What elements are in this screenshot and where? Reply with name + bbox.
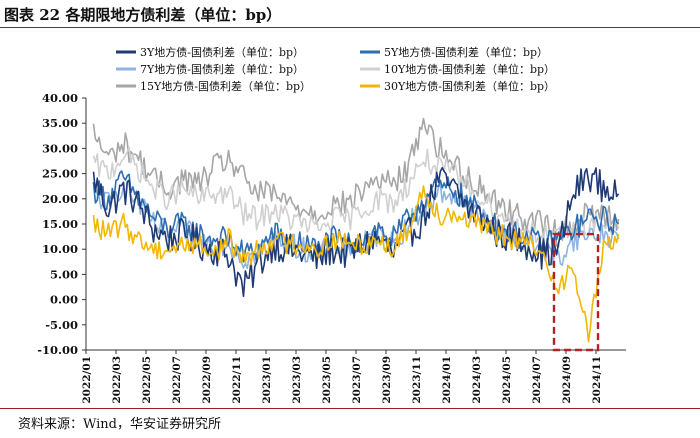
chart-title: 图表 22 各期限地方债利差（单位：bp） <box>4 6 282 24</box>
x-tick-label: 2023/01 <box>261 356 273 404</box>
legend-label: 10Y地方债-国债利差（单位：bp） <box>384 62 555 76</box>
x-tick-label: 2022/11 <box>231 356 243 404</box>
legend-label: 5Y地方债-国债利差（单位：bp） <box>384 45 548 59</box>
series-line <box>92 185 620 343</box>
y-tick-label: 25.00 <box>42 167 78 181</box>
source-note: 资料来源：Wind，华安证券研究所 <box>18 417 221 432</box>
y-tick-label: -5.00 <box>45 318 78 332</box>
x-tick-label: 2024/09 <box>561 356 573 404</box>
y-tick-label: 20.00 <box>42 192 78 206</box>
x-tick-label: 2024/05 <box>501 356 513 404</box>
x-tick-label: 2022/03 <box>111 356 123 404</box>
y-tick-label: 40.00 <box>42 91 78 105</box>
x-tick-label: 2024/03 <box>471 356 483 404</box>
series-line <box>92 117 620 248</box>
y-tick-label: 15.00 <box>42 217 78 231</box>
x-tick-label: 2022/07 <box>171 356 183 404</box>
highlight-box <box>552 232 600 352</box>
x-tick-label: 2023/05 <box>321 356 333 404</box>
y-tick-label: 10.00 <box>42 242 78 256</box>
series-line <box>92 166 620 298</box>
x-tick-label: 2024/11 <box>591 356 603 404</box>
x-tick-label: 2023/11 <box>411 356 423 404</box>
legend-label: 3Y地方债-国债利差（单位：bp） <box>140 45 304 59</box>
series-line <box>92 170 620 263</box>
x-tick-label: 2024/01 <box>441 356 453 404</box>
x-tick-label: 2024/07 <box>531 356 543 404</box>
y-tick-label: 35.00 <box>42 116 78 130</box>
legend-label: 7Y地方债-国债利差（单位：bp） <box>140 62 304 76</box>
line-chart: 40.00 35.00 30.00 25.00 20.00 15.00 10.00 5.00 0… <box>37 45 626 404</box>
y-tick-label: 0.00 <box>50 293 78 307</box>
y-tick-label: 30.00 <box>42 141 78 155</box>
x-tick-label: 2023/03 <box>291 356 303 404</box>
x-tick-label: 2022/05 <box>141 356 153 404</box>
source-rule <box>0 408 700 409</box>
x-tick-label: 2022/01 <box>81 356 93 404</box>
y-tick-label: -10.00 <box>37 343 78 357</box>
y-tick-label: 5.00 <box>50 267 78 281</box>
legend-label: 15Y地方债-国债利差（单位：bp） <box>140 79 311 93</box>
title-rule <box>0 27 700 28</box>
x-tick-label: 2023/09 <box>381 356 393 404</box>
legend-label: 30Y地方债-国债利差（单位：bp） <box>384 79 555 93</box>
x-tick-label: 2022/09 <box>201 356 213 404</box>
x-tick-label: 2023/07 <box>351 356 363 404</box>
